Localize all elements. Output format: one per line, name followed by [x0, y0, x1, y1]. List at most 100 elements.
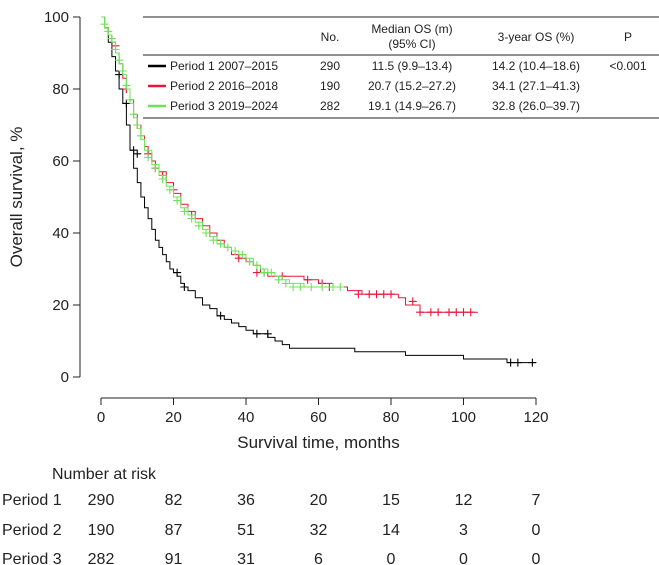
legend-label-1: Period 1 2007–2015 — [170, 59, 278, 73]
legend-row-1-col-2: 11.5 (9.9–13.4) — [372, 59, 453, 73]
series-3-censor-mark-3 — [107, 34, 116, 43]
series-2-censor-mark-19 — [372, 290, 381, 299]
series-1-censor-mark-2 — [122, 99, 131, 108]
legend-header-median-line2: (95% CI) — [388, 37, 435, 51]
series-3-censor-mark-16 — [173, 196, 182, 205]
series-3-censor-mark-35 — [318, 283, 327, 291]
series-1-censor-mark-7 — [216, 311, 225, 320]
legend-header-3yr: 3-year OS (%) — [498, 30, 575, 44]
series-3-censor-mark-29 — [267, 268, 276, 277]
series-3-censor-mark-36 — [329, 283, 337, 291]
risk-row-1-t100: 12 — [455, 492, 473, 509]
series-2-censor-mark-24 — [426, 308, 435, 317]
risk-row-1-t0: 290 — [88, 492, 115, 509]
x-tick-label-0: 0 — [97, 409, 105, 426]
series-1-censor-mark-5 — [173, 268, 182, 277]
risk-row-2-t80: 14 — [382, 522, 400, 539]
legend-row-1-col-4: <0.001 — [609, 59, 646, 73]
risk-row-2-t0: 190 — [88, 522, 115, 539]
y-tick-label-40: 40 — [52, 225, 69, 242]
series-1-censor-mark-4 — [133, 149, 142, 158]
series-3-curve — [101, 16, 344, 288]
series-3-censor-mark-28 — [260, 268, 269, 277]
risk-row-2-t40: 51 — [237, 522, 255, 539]
series-1-censor-mark-8 — [252, 329, 261, 338]
series-3-censor-mark-13 — [151, 164, 160, 173]
legend-row-3-col-2: 19.1 (14.9–26.7) — [368, 99, 456, 113]
x-tick-label-40: 40 — [238, 409, 255, 426]
series-3-censor-mark-26 — [245, 257, 254, 266]
series-3-censor-mark-15 — [165, 185, 174, 194]
series-3-censor-mark-18 — [187, 214, 196, 223]
series-2-censor-mark-14 — [303, 275, 312, 284]
series-3-censor-mark-30 — [274, 275, 283, 284]
series-2-censor-mark-28 — [459, 308, 468, 317]
legend-label-2: Period 2 2016–2018 — [170, 79, 278, 93]
risk-row-label-3: Period 3 — [2, 551, 62, 565]
risk-row-1-t120: 7 — [532, 492, 541, 509]
series-1-censor-mark-10 — [506, 358, 515, 367]
series-3-censor-mark-12 — [144, 153, 153, 162]
series-2-censor-mark-22 — [408, 297, 417, 306]
series-3-censor-mark-1 — [100, 20, 109, 29]
series-2-censor-mark-17 — [354, 290, 363, 299]
legend-row-2-col-3: 34.1 (27.1–41.3) — [492, 79, 580, 93]
series-3-censor-mark-5 — [115, 56, 124, 65]
risk-row-2-t20: 87 — [165, 522, 183, 539]
series-3-censor-mark-33 — [296, 283, 305, 291]
legend-header-median-line1: Median OS (m) — [371, 22, 452, 36]
x-tick-label-60: 60 — [310, 409, 327, 426]
series-3-censor-mark-7 — [122, 81, 131, 90]
series-3-censor-mark-24 — [231, 247, 240, 255]
x-axis-title: Survival time, months — [237, 433, 400, 452]
series-3-censor-mark-6 — [118, 67, 127, 75]
y-tick-label-100: 100 — [44, 9, 69, 26]
risk-row-3-t120: 0 — [532, 551, 541, 565]
series-3-censor-mark-22 — [216, 239, 225, 248]
legend-row-2-col-2: 20.7 (15.2–27.2) — [368, 79, 456, 93]
risk-row-3-t80: 0 — [387, 551, 396, 565]
series-1-censor-mark-6 — [180, 283, 189, 291]
legend-row-2-col-1: 190 — [320, 79, 340, 93]
series-3-censor-mark-23 — [223, 243, 232, 252]
risk-table-title: Number at risk — [52, 466, 157, 483]
series-2-censor-mark-18 — [365, 290, 374, 299]
risk-row-label-1: Period 1 — [2, 492, 62, 509]
series-3-censor-mark-32 — [289, 283, 298, 291]
risk-row-1-t80: 15 — [382, 492, 400, 509]
x-tick-label-100: 100 — [451, 409, 476, 426]
y-tick-label-20: 20 — [52, 297, 69, 314]
series-2-censor-mark-21 — [387, 290, 395, 299]
risk-row-1-t40: 36 — [237, 492, 255, 509]
legend-header-no: No. — [321, 30, 340, 44]
y-tick-label-60: 60 — [52, 153, 69, 170]
series-3-censor-mark-11 — [136, 131, 145, 140]
series-3-censor-mark-10 — [133, 121, 142, 129]
risk-row-1-t20: 82 — [165, 492, 183, 509]
series-2-censor-mark-26 — [445, 308, 453, 317]
series-2-censor-mark-27 — [452, 308, 461, 317]
risk-row-3-t60: 6 — [314, 551, 323, 565]
risk-row-2-t120: 0 — [532, 522, 541, 539]
x-tick-label-20: 20 — [165, 409, 182, 426]
series-3-censor-mark-2 — [104, 27, 113, 36]
series-1-censor-mark-9 — [263, 329, 272, 338]
series-2-censor-mark-20 — [379, 290, 388, 299]
series-1-curve — [101, 16, 536, 364]
series-3-censor-mark-21 — [209, 236, 218, 245]
legend-row-1-col-3: 14.2 (10.4–18.6) — [492, 59, 580, 73]
y-tick-label-0: 0 — [61, 369, 69, 386]
series-3-censor-mark-25 — [238, 250, 247, 259]
legend-header-p: P — [624, 30, 632, 44]
series-3-censor-mark-4 — [111, 45, 120, 54]
series-2-censor-mark-29 — [466, 308, 475, 317]
risk-row-label-2: Period 2 — [2, 522, 62, 539]
risk-row-3-t20: 91 — [165, 551, 183, 565]
y-axis-title: Overall survival, % — [7, 127, 26, 268]
series-2-censor-mark-25 — [434, 308, 443, 317]
series-3-censor-mark-9 — [129, 110, 138, 119]
series-1-censor-mark-12 — [528, 358, 537, 367]
legend-label-3: Period 3 2019–2024 — [170, 99, 278, 113]
series-1-censor-mark-1 — [115, 70, 124, 79]
x-tick-label-120: 120 — [523, 409, 548, 426]
